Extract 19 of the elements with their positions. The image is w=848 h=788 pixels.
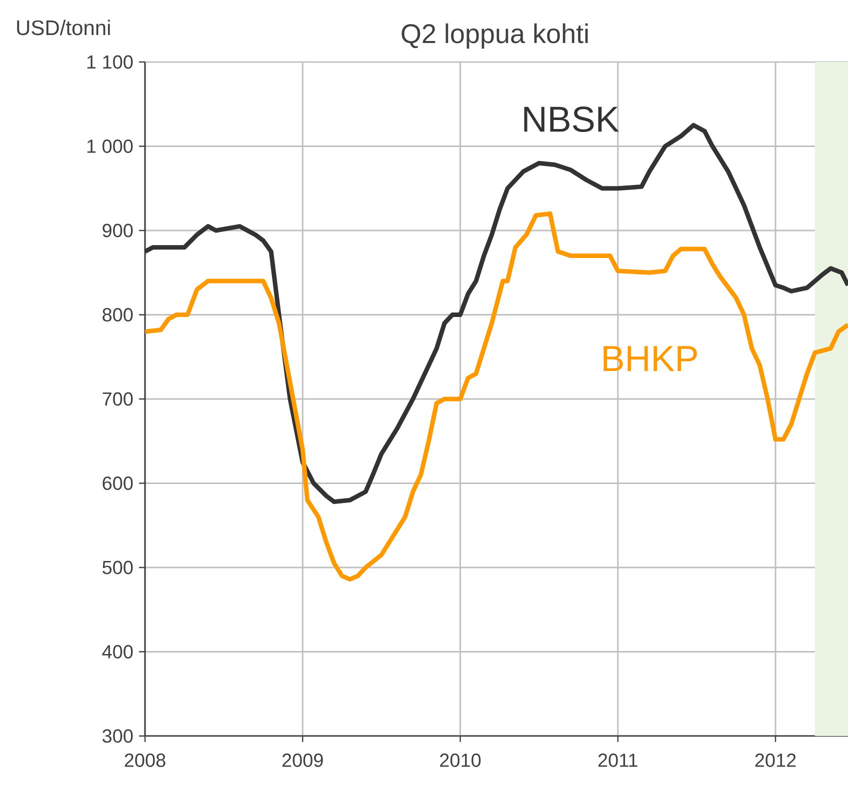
y-tick-label: 700: [102, 392, 133, 406]
x-tick-label: 2008: [124, 754, 166, 767]
x-tick-label: 2010: [440, 754, 481, 767]
y-tick-label: 400: [102, 645, 133, 658]
y-tick-label: 800: [102, 308, 133, 322]
y-axis-title: USD/tonni: [17, 20, 110, 36]
y-tick-label: 1 000: [87, 140, 133, 153]
x-tick-label: 2009: [282, 754, 323, 767]
y-tick-label: 1 100: [87, 55, 133, 69]
y-tick-label: 300: [102, 729, 133, 743]
series-label: NBSK: [524, 106, 619, 132]
y-tick-label: 500: [102, 560, 133, 574]
x-tick-label: 2012: [755, 754, 796, 767]
x-tick-label: 2011: [598, 754, 638, 767]
line-series: [145, 211, 848, 582]
chart-title: Q2 loppua kohti: [402, 23, 588, 49]
series-label: BHKP: [604, 346, 697, 371]
y-tick-label: 600: [102, 476, 133, 490]
y-tick-label: 900: [102, 224, 133, 238]
